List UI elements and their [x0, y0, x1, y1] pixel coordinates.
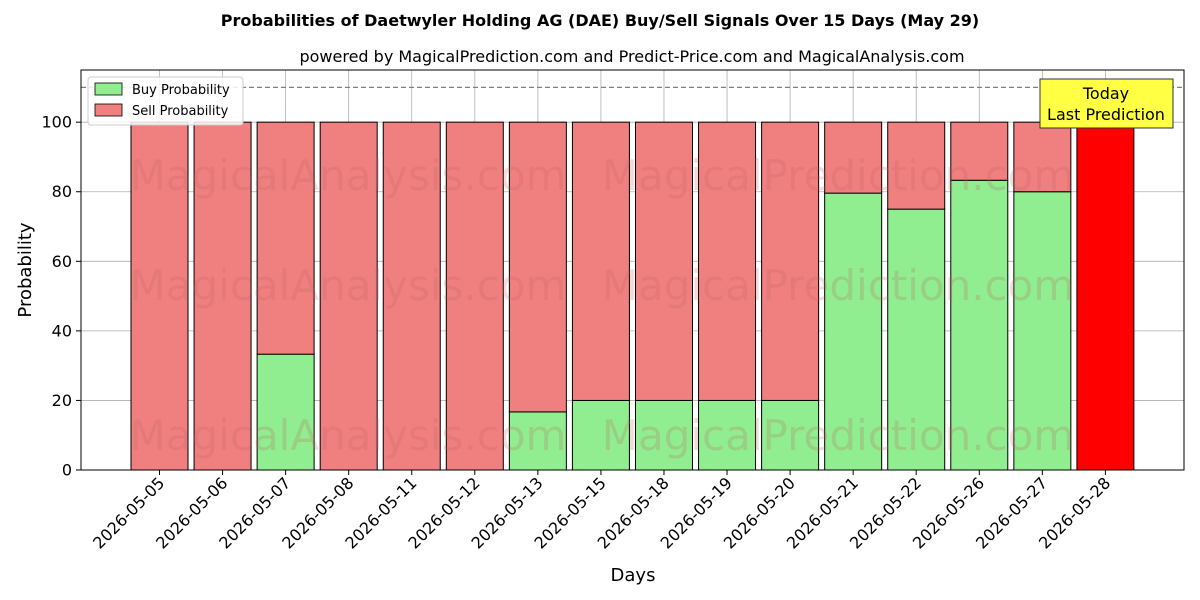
y-axis-label: Probability — [15, 222, 36, 317]
bar-sell-2026-05-08 — [319, 121, 378, 471]
today-annotation-line2: Last Prediction — [1047, 105, 1165, 124]
legend-box — [87, 76, 244, 126]
legend-label-buy: Buy Probability — [132, 83, 230, 98]
bar-sell-2026-05-19 — [698, 121, 757, 401]
watermark: MagicalAnalysis.com — [130, 151, 567, 200]
y-tick-label: 0 — [62, 461, 72, 480]
bar-sell-2026-05-28 — [1076, 121, 1135, 471]
y-tick-label: 80 — [52, 182, 72, 201]
watermarks: MagicalAnalysis.com MagicalPrediction.com… — [130, 151, 1075, 460]
bar-sell-2026-05-12 — [445, 121, 504, 471]
y-tick-label: 100 — [41, 113, 72, 132]
today-annotation-box — [1039, 78, 1174, 129]
legend: Buy Probability Sell Probability — [87, 76, 244, 126]
bar-sell-2026-05-11 — [382, 121, 441, 471]
bar-buy-2026-05-13 — [508, 411, 567, 471]
bar-buy-2026-05-20 — [761, 399, 820, 471]
x-axis-label: Days — [611, 565, 656, 586]
bar-sell-2026-05-27 — [1013, 121, 1072, 193]
bars — [130, 121, 1135, 471]
bar-sell-2026-05-21 — [824, 121, 883, 194]
bar-sell-2026-05-13 — [508, 121, 567, 413]
chart-title: Probabilities of Daetwyler Holding AG (D… — [221, 11, 979, 30]
legend-swatch-sell — [94, 103, 123, 117]
plot-frame — [80, 69, 1185, 471]
bar-sell-2026-05-22 — [887, 121, 946, 210]
bar-buy-2026-05-26 — [950, 179, 1009, 471]
bar-sell-2026-05-20 — [761, 121, 820, 401]
chart-subtitle: powered by MagicalPrediction.com and Pre… — [299, 47, 964, 66]
bar-buy-2026-05-22 — [887, 208, 946, 471]
bar-buy-2026-05-19 — [698, 399, 757, 471]
y-tick-label: 20 — [52, 391, 72, 410]
legend-swatch-buy — [94, 82, 123, 96]
y-axis: 0 20 40 60 80 100 — [41, 113, 81, 480]
watermark: MagicalPrediction.com — [602, 261, 1075, 310]
watermark: MagicalPrediction.com — [602, 411, 1075, 460]
today-annotation-line1: Today — [1082, 84, 1129, 103]
y-tick-label: 40 — [52, 321, 72, 340]
watermark: MagicalAnalysis.com — [130, 411, 567, 460]
today-annotation: Today Last Prediction — [1039, 78, 1174, 129]
bar-sell-2026-05-07 — [256, 121, 315, 355]
watermark: MagicalPrediction.com — [602, 151, 1075, 200]
bar-sell-2026-05-15 — [571, 121, 630, 401]
watermark: MagicalAnalysis.com — [130, 261, 567, 310]
bar-sell-2026-05-26 — [950, 121, 1009, 181]
bar-buy-2026-05-27 — [1013, 191, 1072, 471]
y-tick-label: 60 — [52, 252, 72, 271]
legend-label-sell: Sell Probability — [132, 104, 229, 119]
bar-sell-2026-05-18 — [634, 121, 693, 401]
